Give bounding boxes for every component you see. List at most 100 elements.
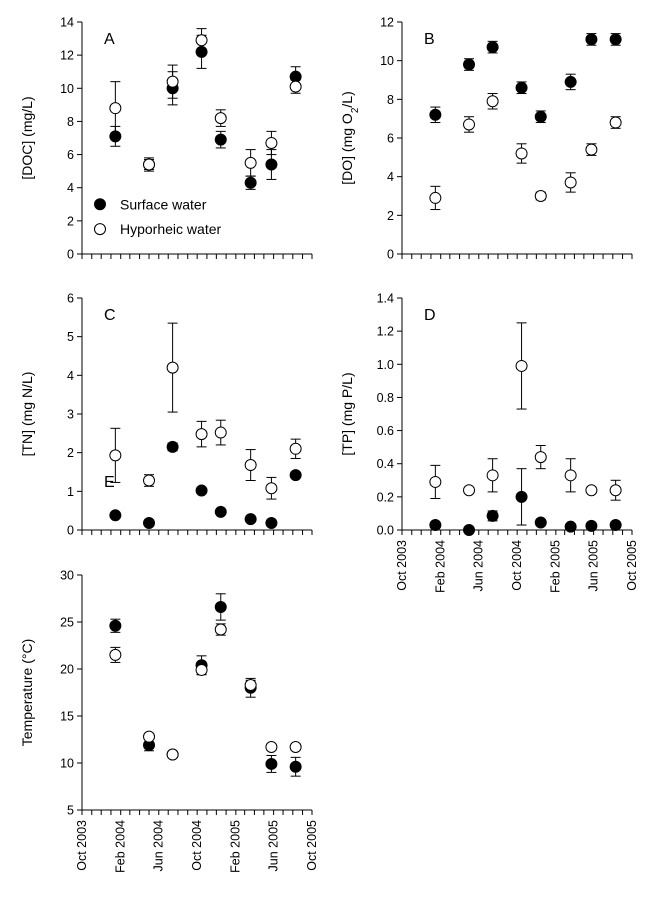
- surface-water-point: [486, 41, 499, 54]
- hyporheic-water-point: [166, 361, 179, 374]
- x-tick-label: Feb 2005: [548, 540, 562, 593]
- surface-water-point: [109, 130, 122, 143]
- hyporheic-water-point: [244, 156, 257, 169]
- surface-water-point: [463, 524, 476, 536]
- x-tick-label: Feb 2005: [228, 820, 242, 873]
- panel-c: 0 1 2 3 4 5 6 [TN] (mg N/L) C: [19, 292, 313, 538]
- hyporheic-water-point: [564, 469, 577, 482]
- y-tick-label: 10: [380, 54, 394, 68]
- hyporheic-water-point: [534, 451, 547, 464]
- y-axis-title: [DO] (mg O2/L): [339, 91, 361, 184]
- surface-water-point: [143, 517, 156, 530]
- surface-water-point: [534, 110, 547, 123]
- y-tick-label: 0: [387, 248, 394, 262]
- y-tick-label: 10: [60, 82, 74, 96]
- hyporheic-water-point: [609, 484, 622, 497]
- x-tick-label: Jun 2004: [472, 540, 486, 591]
- y-tick-label: 0: [67, 524, 74, 538]
- surface-water-point: [214, 505, 227, 518]
- surface-water-point: [429, 108, 442, 121]
- y-tick-label: 1.2: [377, 325, 394, 339]
- hyporheic-water-point: [486, 95, 499, 108]
- y-tick-label: 6: [67, 148, 74, 162]
- y-tick-label: 30: [60, 569, 74, 583]
- hyporheic-water-point: [109, 102, 122, 115]
- y-tick-label: 2: [67, 446, 74, 460]
- surface-water-point: [244, 176, 257, 189]
- surface-water-point: [609, 519, 622, 532]
- y-tick-label: 0.6: [377, 424, 394, 438]
- y-tick-label: 1: [67, 485, 74, 499]
- surface-water-point: [289, 760, 302, 773]
- hyporheic-water-point: [244, 459, 257, 472]
- hyporheic-water-point: [585, 484, 598, 497]
- y-tick-label: 12: [60, 49, 74, 63]
- hyporheic-water-point: [195, 34, 208, 47]
- surface-water-point: [289, 70, 302, 83]
- surface-water-point: [195, 45, 208, 58]
- x-tick-label: Oct 2005: [625, 540, 639, 591]
- y-tick-label: 4: [67, 181, 74, 195]
- hyporheic-water-point: [109, 449, 122, 462]
- hyporheic-water-point: [609, 116, 622, 129]
- x-tick-label: Feb 2004: [113, 820, 127, 873]
- y-tick-label: 5: [67, 330, 74, 344]
- y-axis-title: Temperature (°C): [19, 639, 35, 747]
- y-tick-label: 2: [67, 214, 74, 228]
- y-tick-label: 6: [387, 132, 394, 146]
- y-tick-label: 0.2: [377, 490, 394, 504]
- surface-water-point: [585, 33, 598, 46]
- hyporheic-water-point: [585, 143, 598, 156]
- panel-letter: A: [104, 31, 115, 48]
- hyporheic-water-point: [143, 158, 156, 171]
- y-tick-label: 20: [60, 663, 74, 677]
- surface-water-point: [195, 484, 208, 497]
- y-axis-title-rest: /L): [339, 91, 355, 107]
- hyporheic-water-point: [515, 147, 528, 160]
- y-tick-label: 14: [60, 16, 74, 30]
- y-axis-title: [TP] (mg P/L): [339, 372, 355, 455]
- y-tick-label: 4: [67, 369, 74, 383]
- x-tick-label: Oct 2004: [510, 540, 524, 591]
- y-tick-label: 0.0: [377, 524, 394, 538]
- surface-water-point: [289, 469, 302, 482]
- x-tick-label: Oct 2003: [395, 540, 409, 591]
- hyporheic-water-point: [143, 730, 156, 743]
- x-tick-label: Feb 2004: [433, 540, 447, 593]
- hyporheic-water-point: [515, 359, 528, 372]
- y-tick-label: 0.8: [377, 391, 394, 405]
- surface-water-point: [585, 519, 598, 532]
- hyporheic-water-point: [195, 663, 208, 676]
- surface-water-point: [166, 440, 179, 453]
- hyporheic-water-point: [244, 678, 257, 691]
- y-tick-label: 5: [67, 804, 74, 818]
- hyporheic-water-point: [265, 482, 278, 495]
- x-tick-label: Oct 2005: [305, 820, 319, 871]
- y-tick-label: 1.0: [377, 358, 394, 372]
- hyporheic-water-point: [214, 426, 227, 439]
- hyporheic-water-point: [429, 191, 442, 204]
- hyporheic-water-point: [214, 623, 227, 636]
- hyporheic-water-point: [214, 112, 227, 125]
- legend-label-surface: Surface water: [120, 196, 207, 212]
- surface-water-point: [463, 58, 476, 71]
- panel-letter: C: [104, 307, 116, 324]
- y-tick-label: 1.4: [377, 292, 394, 306]
- x-tick-label: Oct 2004: [190, 820, 204, 871]
- y-tick-label: 25: [60, 616, 74, 630]
- hyporheic-water-point: [166, 748, 179, 761]
- legend-label-hyporheic: Hyporheic water: [120, 221, 221, 237]
- y-tick-label: 0.4: [377, 457, 394, 471]
- hyporheic-water-point: [289, 80, 302, 93]
- surface-water-point: [534, 516, 547, 529]
- hyporheic-water-point: [265, 136, 278, 149]
- panel-letter: D: [424, 307, 436, 324]
- hyporheic-water-point: [463, 484, 476, 497]
- y-tick-label: 4: [387, 170, 394, 184]
- hyporheic-water-point: [109, 648, 122, 661]
- x-tick-label: Jun 2004: [152, 820, 166, 871]
- panel-a: 0 2 4 6 8 10 12 14 [DOC] (mg/L) A Surface water Hyp…: [19, 16, 313, 262]
- hyporheic-water-point: [429, 475, 442, 488]
- x-tick-label: Oct 2003: [75, 820, 89, 871]
